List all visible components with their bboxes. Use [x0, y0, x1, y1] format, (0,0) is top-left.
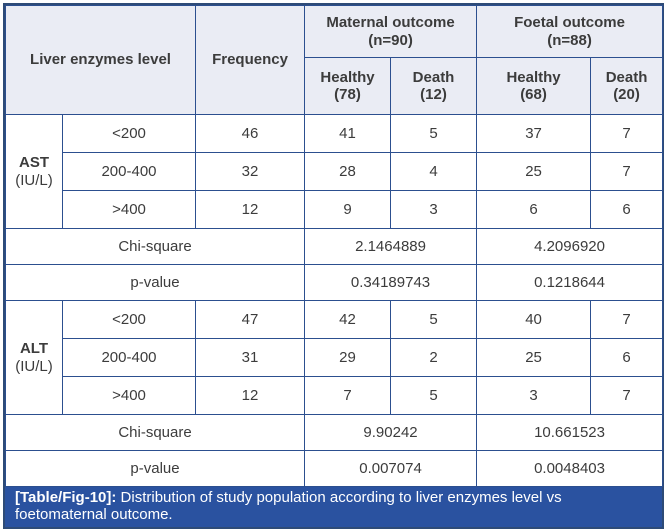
- cell-foetal-death: 7: [590, 376, 664, 415]
- cell-foetal-death: 7: [590, 300, 664, 339]
- cell-maternal-healthy: 28: [304, 152, 392, 191]
- table-row-alt-chi-square: Chi-square 9.90242 10.661523: [4, 414, 664, 451]
- table-row-ast-gt400: >400 12 9 3 6 6: [6, 190, 664, 229]
- cell-foetal-death: 7: [590, 114, 664, 153]
- header-maternal-death: Death (12): [390, 57, 478, 115]
- header-foetal-healthy-label: Healthy: [506, 68, 561, 86]
- cell-frequency: 32: [195, 152, 306, 191]
- cell-maternal-death: 2: [390, 338, 478, 377]
- enzyme-unit: (IU/L): [15, 171, 53, 189]
- header-maternal-healthy-label: Healthy: [320, 68, 375, 86]
- cell-frequency: 12: [195, 376, 306, 415]
- header-foetal-healthy: Healthy (68): [476, 57, 592, 115]
- cell-maternal-healthy: 9: [304, 190, 392, 229]
- cell-foetal-death: 6: [590, 190, 664, 229]
- stat-label-chi-square: Chi-square: [4, 228, 306, 265]
- header-foetal-outcome-n: (n=88): [547, 31, 592, 49]
- header-foetal-death: Death (20): [590, 57, 664, 115]
- cell-foetal-death: 7: [590, 152, 664, 191]
- table-caption: [Table/Fig-10]: Distribution of study po…: [5, 487, 662, 527]
- stat-value-maternal-chi-square: 9.90242: [304, 414, 478, 451]
- table-row-alt-p-value: p-value 0.007074 0.0048403: [4, 450, 664, 487]
- header-foetal-death-n: (20): [613, 86, 640, 103]
- header-foetal-death-label: Death: [605, 68, 648, 86]
- liver-enzymes-outcome-table: Liver enzymes level Frequency Maternal o…: [4, 5, 664, 487]
- header-foetal-healthy-n: (68): [520, 86, 547, 103]
- cell-range: >400: [61, 190, 197, 229]
- header-row-groups: Liver enzymes level Frequency Maternal o…: [4, 5, 664, 115]
- header-maternal-outcome-n: (n=90): [368, 31, 413, 49]
- cell-maternal-healthy: 29: [304, 338, 392, 377]
- cell-foetal-death: 6: [590, 338, 664, 377]
- cell-frequency: 12: [195, 190, 306, 229]
- stat-value-foetal-chi-square: 4.2096920: [476, 228, 664, 265]
- stat-label-p-value: p-value: [4, 264, 306, 301]
- stat-value-foetal-p-value: 0.1218644: [476, 264, 664, 301]
- cell-frequency: 47: [195, 300, 306, 339]
- enzyme-name: ALT: [19, 340, 49, 358]
- cell-frequency: 46: [195, 114, 306, 153]
- table-row-ast-lt200: AST (IU/L) <200 46 41 5 37 7: [5, 114, 664, 229]
- stat-label-chi-square: Chi-square: [4, 414, 306, 451]
- cell-foetal-healthy: 25: [476, 152, 592, 191]
- header-frequency: Frequency: [195, 5, 306, 115]
- header-foetal-outcome: Foetal outcome (n=88): [476, 5, 664, 58]
- cell-maternal-death: 3: [390, 190, 478, 229]
- cell-range: 200-400: [61, 152, 197, 191]
- cell-foetal-healthy: 6: [476, 190, 592, 229]
- stat-value-foetal-chi-square: 10.661523: [476, 414, 664, 451]
- stat-value-maternal-chi-square: 2.1464889: [304, 228, 478, 265]
- table-row-ast-200-400: 200-400 32 28 4 25 7: [6, 152, 664, 191]
- stat-value-maternal-p-value: 0.34189743: [304, 264, 478, 301]
- header-maternal-outcome: Maternal outcome (n=90): [304, 5, 478, 58]
- header-liver-enzymes-level: Liver enzymes level: [4, 5, 197, 115]
- cell-foetal-healthy: 3: [476, 376, 592, 415]
- stat-value-maternal-p-value: 0.007074: [304, 450, 478, 487]
- header-maternal-death-label: Death: [412, 68, 455, 86]
- header-maternal-healthy: Healthy (78): [304, 57, 392, 115]
- table-caption-text: Distribution of study population accordi…: [15, 489, 562, 523]
- header-maternal-healthy-n: (78): [334, 86, 361, 103]
- table-caption-tag: [Table/Fig-10]:: [15, 489, 117, 506]
- cell-maternal-healthy: 7: [304, 376, 392, 415]
- cell-foetal-healthy: 40: [476, 300, 592, 339]
- header-foetal-outcome-label: Foetal outcome: [514, 14, 625, 32]
- table-row-ast-chi-square: Chi-square 2.1464889 4.2096920: [4, 228, 664, 265]
- cell-range: 200-400: [61, 338, 197, 377]
- table-row-alt-gt400: >400 12 7 5 3 7: [6, 376, 664, 415]
- cell-range: <200: [61, 300, 197, 339]
- cell-maternal-death: 5: [390, 300, 478, 339]
- table-row-ast-p-value: p-value 0.34189743 0.1218644: [4, 264, 664, 301]
- cell-frequency: 31: [195, 338, 306, 377]
- header-row-subgroups: Healthy (78) Death (12) Healthy (68) Dea…: [6, 57, 664, 115]
- cell-maternal-death: 5: [390, 376, 478, 415]
- enzyme-name: AST: [19, 154, 49, 172]
- stat-label-p-value: p-value: [4, 450, 306, 487]
- cell-maternal-healthy: 42: [304, 300, 392, 339]
- header-maternal-outcome-label: Maternal outcome: [326, 14, 455, 32]
- cell-foetal-healthy: 37: [476, 114, 592, 153]
- enzyme-label-alt: ALT (IU/L): [5, 300, 63, 415]
- cell-maternal-death: 4: [390, 152, 478, 191]
- stat-value-foetal-p-value: 0.0048403: [476, 450, 664, 487]
- cell-maternal-healthy: 41: [304, 114, 392, 153]
- cell-maternal-death: 5: [390, 114, 478, 153]
- enzyme-unit: (IU/L): [15, 357, 53, 375]
- table-row-alt-200-400: 200-400 31 29 2 25 6: [6, 338, 664, 377]
- table-row-alt-lt200: ALT (IU/L) <200 47 42 5 40 7: [5, 300, 664, 415]
- cell-foetal-healthy: 25: [476, 338, 592, 377]
- cell-range: <200: [61, 114, 197, 153]
- header-maternal-death-n: (12): [420, 86, 447, 103]
- table-figure-frame: Liver enzymes level Frequency Maternal o…: [3, 3, 664, 529]
- cell-range: >400: [61, 376, 197, 415]
- enzyme-label-ast: AST (IU/L): [5, 114, 63, 229]
